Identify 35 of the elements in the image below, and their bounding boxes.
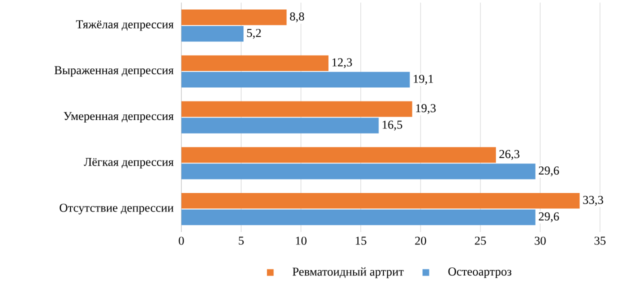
data-label: 12,3 bbox=[332, 58, 352, 68]
x-tick-label: 35 bbox=[594, 236, 606, 245]
data-label: 5,2 bbox=[247, 28, 261, 39]
bar bbox=[181, 72, 410, 88]
data-label: 19,3 bbox=[416, 104, 436, 114]
y-tick-label: Выраженная депрессия bbox=[54, 66, 174, 77]
x-tick-label: 10 bbox=[296, 236, 306, 245]
data-label: 26,3 bbox=[499, 150, 520, 160]
y-tick-label: Лёгкая депрессия bbox=[84, 158, 174, 168]
data-label: 19,1 bbox=[414, 74, 434, 85]
x-tick-label: 0 bbox=[178, 236, 184, 245]
bar bbox=[181, 193, 580, 209]
bar bbox=[181, 118, 379, 134]
y-tick-label: Умеренная депрессия bbox=[64, 112, 174, 123]
bar bbox=[181, 10, 287, 26]
x-tick-label: 30 bbox=[534, 236, 546, 245]
y-tick-label: Тяжёлая депрессия bbox=[76, 20, 174, 31]
y-tick-label: Отсутствие депрессии bbox=[60, 204, 174, 214]
bar bbox=[181, 164, 536, 180]
x-tick-label: 20 bbox=[415, 236, 426, 245]
bar bbox=[181, 210, 536, 226]
data-label: 33,3 bbox=[583, 196, 604, 206]
x-tick-label: 25 bbox=[474, 236, 486, 245]
data-label: 29,6 bbox=[538, 212, 559, 222]
bar bbox=[181, 101, 412, 117]
bar bbox=[181, 26, 244, 42]
x-tick-label: 15 bbox=[356, 236, 366, 245]
bar bbox=[181, 55, 328, 72]
x-tick-label: 5 bbox=[238, 236, 244, 245]
data-label: 8,8 bbox=[290, 12, 304, 22]
data-label: 16,5 bbox=[382, 120, 402, 130]
legend-label: Остеоартроз bbox=[448, 268, 512, 278]
bar bbox=[181, 147, 496, 163]
data-label: 29,6 bbox=[538, 166, 559, 176]
legend-label: Ревматоидный артрит bbox=[292, 267, 404, 278]
